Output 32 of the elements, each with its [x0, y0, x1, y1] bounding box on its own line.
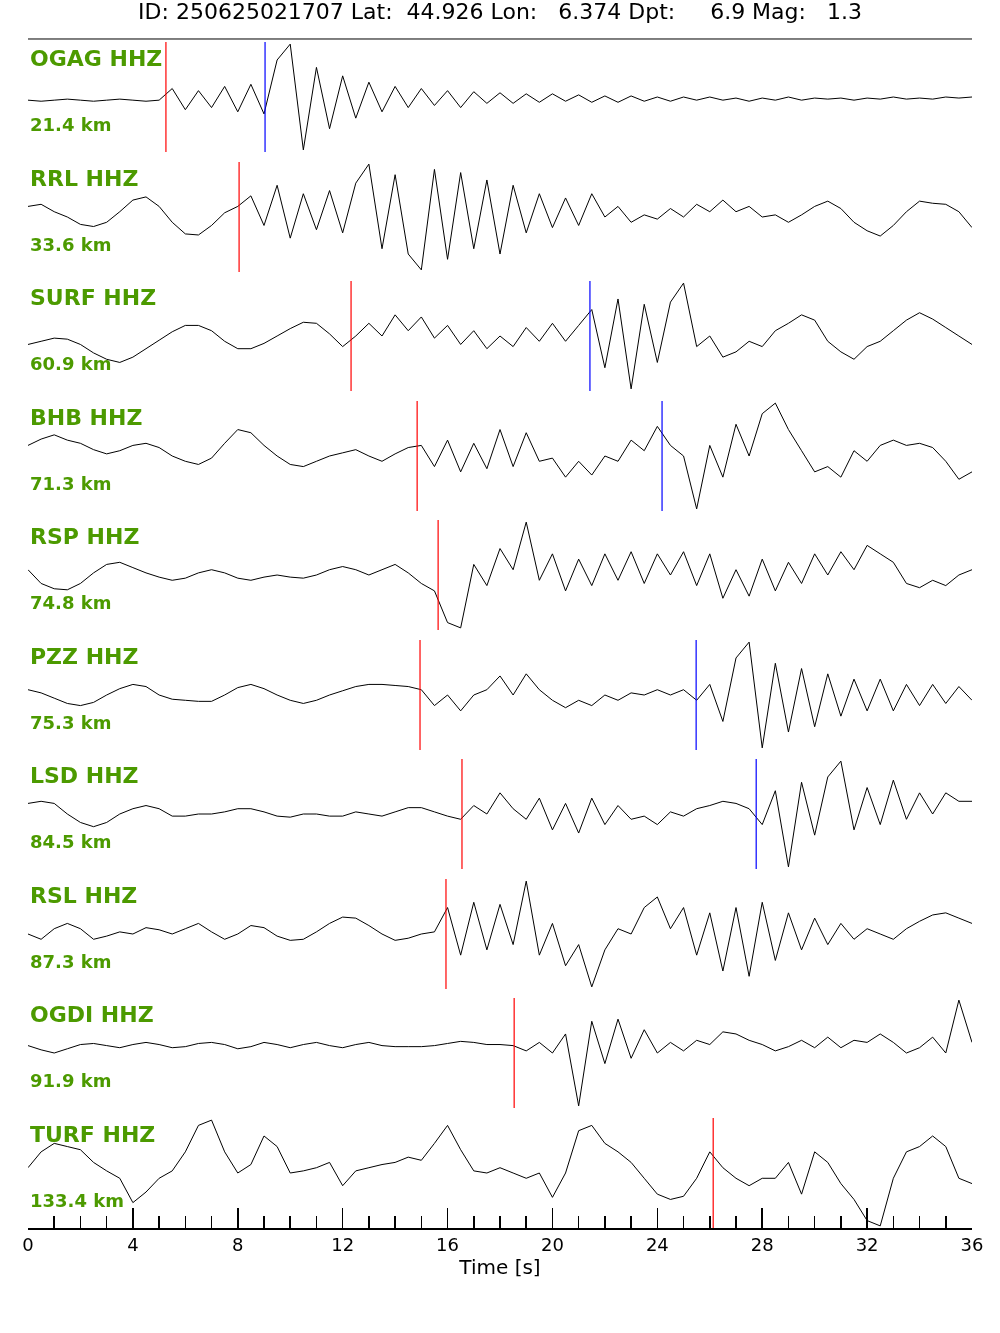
chart-title: ID: 250625021707 Lat: 44.926 Lon: 6.374 Dpt: 6.9 Mag: 1.3 — [138, 0, 862, 25]
annotation: RRL HHZ — [30, 165, 139, 191]
annotation: OGAG HHZ — [30, 46, 163, 71]
x-tick-label: 28 — [750, 1233, 774, 1255]
annotation: 91.9 km — [30, 1070, 112, 1091]
x-tick-label: 0 — [22, 1233, 34, 1255]
annotation: LSD HHZ — [30, 763, 139, 788]
annotation: SURF HHZ — [30, 285, 157, 310]
x-tick-label: 4 — [127, 1233, 139, 1255]
annotation: 87.3 km — [30, 950, 112, 972]
annotation: OGDI HHZ — [30, 1002, 154, 1027]
annotation: TURF HHZ — [30, 1121, 156, 1147]
annotation: RSL HHZ — [30, 882, 138, 908]
x-tick-label: 32 — [855, 1233, 879, 1255]
x-tick-label: 36 — [960, 1233, 984, 1255]
annotation: 84.5 km — [30, 831, 112, 852]
annotation: 71.3 km — [30, 472, 112, 494]
x-tick-label: 12 — [331, 1233, 355, 1255]
annotation: 74.8 km — [30, 592, 112, 613]
annotation: 33.6 km — [30, 233, 112, 255]
annotation: 133.4 km — [30, 1189, 124, 1211]
x-tick-label: 16 — [436, 1233, 460, 1255]
x-axis-title: Time [s] — [458, 1254, 541, 1279]
annotation: RSP HHZ — [30, 524, 140, 549]
x-tick-label: 8 — [232, 1233, 244, 1255]
annotation: 60.9 km — [30, 353, 112, 374]
annotation: 21.4 km — [30, 114, 112, 135]
x-tick-label: 24 — [645, 1233, 669, 1255]
x-tick-label: 20 — [540, 1233, 564, 1255]
annotation: BHB HHZ — [30, 404, 143, 430]
annotation: PZZ HHZ — [30, 643, 139, 669]
annotation: 75.3 km — [30, 711, 112, 733]
